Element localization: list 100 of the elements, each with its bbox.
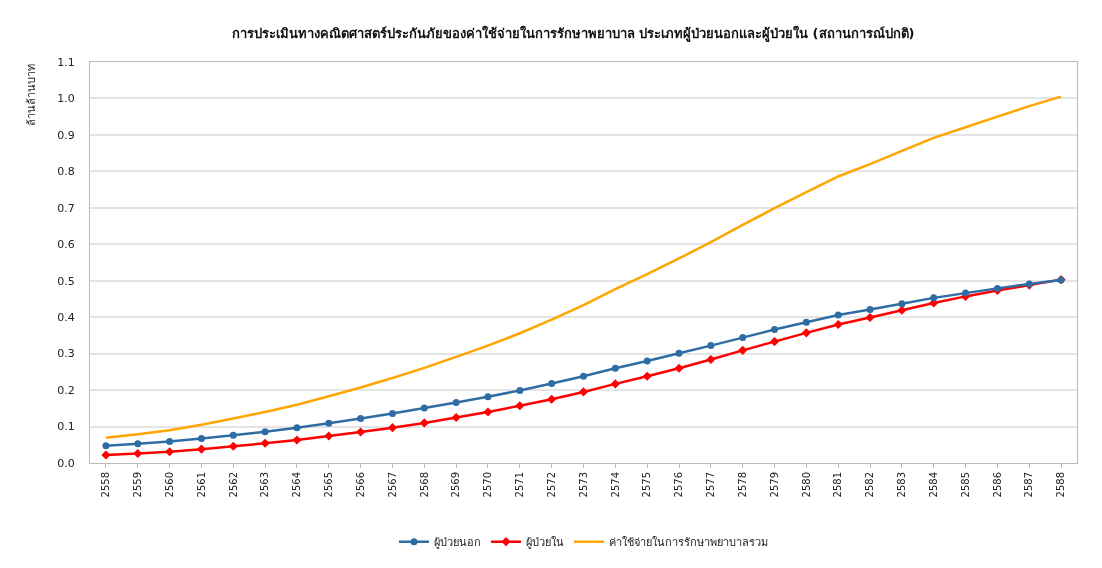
point xyxy=(643,357,651,365)
x-tick-label: 2588 xyxy=(1055,472,1067,498)
point xyxy=(134,440,142,448)
x-tick-label: 2559 xyxy=(132,472,144,498)
point xyxy=(610,379,620,389)
x-tick-label: 2561 xyxy=(195,472,207,498)
point xyxy=(866,306,874,314)
x-tick-label: 2560 xyxy=(163,472,175,498)
x-tick-label: 2575 xyxy=(641,472,653,498)
point xyxy=(769,337,780,347)
point xyxy=(516,386,524,394)
x-tick-label: 2576 xyxy=(673,472,685,498)
x-tick-label: 2571 xyxy=(514,472,526,498)
point xyxy=(707,342,715,350)
point xyxy=(419,418,429,428)
point xyxy=(324,431,334,441)
point xyxy=(101,450,111,460)
point xyxy=(483,407,493,417)
point xyxy=(771,326,779,334)
point xyxy=(293,424,301,432)
y-tick-label: 1.1 xyxy=(57,55,75,69)
x-tick-label: 2572 xyxy=(545,472,557,498)
point xyxy=(484,393,492,401)
legend-label: ผู้ป่วยนอก xyxy=(434,535,481,549)
x-tick-label: 2587 xyxy=(1023,472,1035,498)
point xyxy=(580,372,587,380)
point xyxy=(738,345,748,355)
y-tick-label: 0.8 xyxy=(57,165,75,179)
point xyxy=(993,284,1001,292)
point xyxy=(292,435,302,445)
x-tick-label: 2580 xyxy=(800,472,812,498)
point xyxy=(611,364,619,372)
point xyxy=(865,313,875,323)
point xyxy=(675,349,683,357)
x-tick-label: 2567 xyxy=(386,472,398,498)
x-tick-label: 2563 xyxy=(259,472,271,498)
x-tick-label: 2577 xyxy=(705,472,717,498)
x-tick-label: 2573 xyxy=(577,472,589,498)
chart-title: การประเมินทางคณิตศาสตร์ประกันภัยของค่าใช้จ่ายในการรักษาพยาบาล ประเภทผู้ป่วยนอกและผู้ป่วยใน (สถานการณ์ปกติ) xyxy=(231,24,915,42)
point xyxy=(548,380,556,388)
x-tick-label: 2582 xyxy=(864,472,876,498)
point xyxy=(834,311,842,319)
point xyxy=(802,318,810,326)
point xyxy=(739,334,747,342)
x-tick-label: 2568 xyxy=(418,472,430,498)
x-tick-label: 2578 xyxy=(736,472,748,498)
point xyxy=(102,442,110,450)
x-tick-label: 2581 xyxy=(832,472,844,498)
x-tick-label: 2586 xyxy=(991,472,1003,498)
y-tick-label: 0.5 xyxy=(57,274,75,288)
y-tick-label: 0.1 xyxy=(57,420,75,434)
point xyxy=(388,409,396,417)
point xyxy=(642,371,652,381)
point xyxy=(674,363,684,373)
y-tick-label: 0.4 xyxy=(57,311,75,325)
x-tick-label: 2569 xyxy=(450,472,462,498)
point xyxy=(357,415,365,423)
point xyxy=(962,289,970,297)
x-tick-label: 2562 xyxy=(227,472,239,498)
y-tick-label: 0.9 xyxy=(57,128,75,142)
point xyxy=(228,441,238,451)
point xyxy=(325,419,333,427)
x-tick-label: 2574 xyxy=(609,472,621,498)
point xyxy=(930,294,938,302)
point xyxy=(515,401,525,411)
x-tick-label: 2558 xyxy=(100,472,112,498)
point xyxy=(833,319,843,330)
point xyxy=(229,431,237,439)
y-axis-title: ล้านล้านบาท xyxy=(24,63,38,126)
y-tick-label: 0.0 xyxy=(57,456,75,470)
point xyxy=(165,447,175,457)
x-tick-label: 2565 xyxy=(323,472,335,498)
y-tick-label: 0.3 xyxy=(57,347,75,361)
point xyxy=(260,438,270,448)
legend-label: ค่าใช้จ่ายในการรักษาพยาบาลรวม xyxy=(609,535,768,549)
point xyxy=(196,444,206,454)
y-tick-label: 0.6 xyxy=(57,238,75,252)
x-tick-label: 2570 xyxy=(482,472,494,498)
point xyxy=(898,300,906,308)
x-tick-label: 2564 xyxy=(291,472,303,498)
point xyxy=(578,387,589,397)
x-tick-label: 2566 xyxy=(354,472,366,498)
point xyxy=(452,398,460,406)
point xyxy=(356,427,366,437)
point xyxy=(166,437,174,445)
point xyxy=(133,448,143,459)
point xyxy=(451,412,461,422)
x-tick-label: 2579 xyxy=(768,472,780,498)
legend-label: ผู้ป่วยใน xyxy=(526,535,564,549)
y-tick-label: 1.0 xyxy=(57,92,75,106)
y-tick-label: 0.2 xyxy=(57,383,75,397)
x-tick-label: 2585 xyxy=(959,472,971,498)
x-tick-label: 2583 xyxy=(896,472,908,498)
point xyxy=(547,394,557,404)
point xyxy=(261,428,269,436)
y-tick-label: 0.7 xyxy=(57,201,75,215)
point xyxy=(420,404,428,412)
point xyxy=(197,435,205,443)
point xyxy=(801,328,811,338)
point xyxy=(387,423,398,433)
